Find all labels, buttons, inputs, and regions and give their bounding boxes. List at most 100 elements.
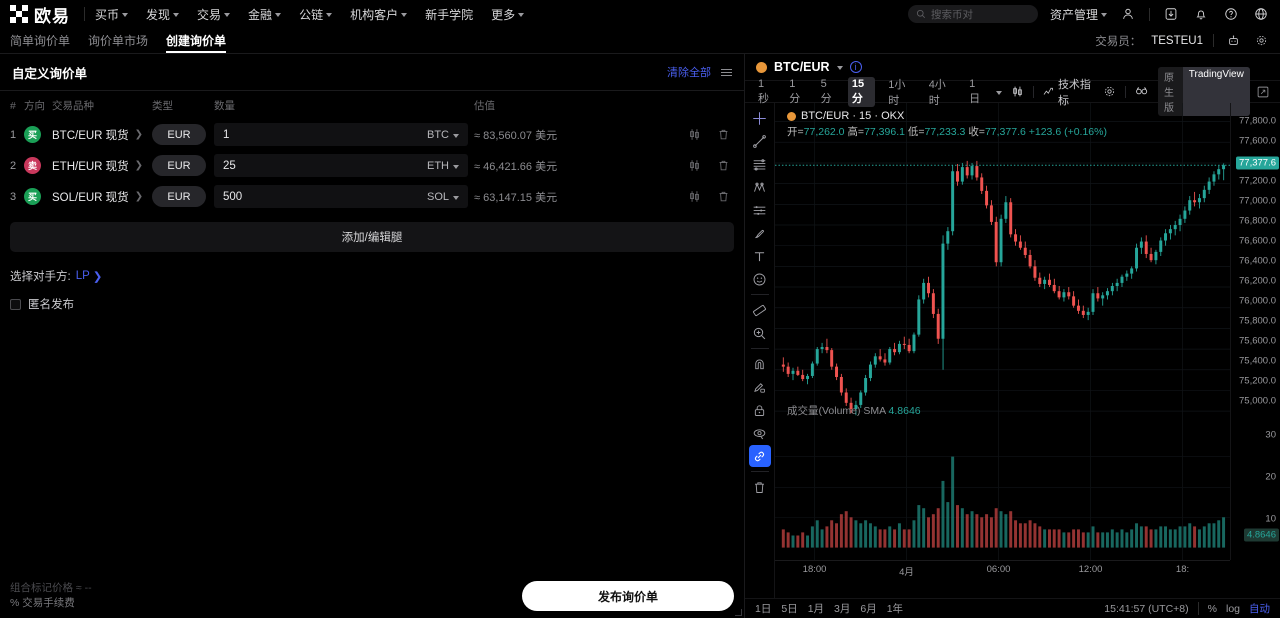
row-direction[interactable]: 卖: [24, 150, 52, 181]
timeframe-15m[interactable]: 15分: [847, 76, 876, 107]
nav-item-academy[interactable]: 新手学院: [425, 6, 473, 23]
delete-row-icon[interactable]: [717, 128, 730, 141]
brush-icon[interactable]: [749, 222, 771, 244]
timeframe-1d[interactable]: 1日: [969, 77, 981, 105]
quantity-unit-select[interactable]: SOL: [427, 191, 459, 203]
sync-drawings-link-icon[interactable]: [748, 445, 771, 467]
row-direction[interactable]: 买: [24, 119, 52, 150]
nav-item-finance[interactable]: 金融: [248, 6, 282, 23]
stay-in-drawing-mode-icon[interactable]: [749, 376, 771, 398]
quantity-unit-select[interactable]: ETH: [427, 160, 459, 172]
table-row[interactable]: 1 买 BTC/EUR 现货 ❯ EUR 1 BTC ≈ 83,560.07 美元: [0, 119, 744, 150]
emoji-icon[interactable]: [749, 268, 771, 290]
row-quantity[interactable]: 25 ETH: [214, 150, 474, 181]
publish-rfq-button[interactable]: 发布询价单: [522, 581, 734, 611]
chart-mode-toggle[interactable]: 原生版 TradingView: [1157, 67, 1250, 116]
table-row[interactable]: 2 卖 ETH/EUR 现货 ❯ EUR 25 ETH ≈ 46,421.66 美…: [0, 150, 744, 181]
range-3m[interactable]: 3月: [834, 603, 851, 615]
range-1d[interactable]: 1日: [755, 603, 772, 615]
range-5d[interactable]: 5日: [781, 603, 798, 615]
crosshair-icon[interactable]: [749, 107, 771, 129]
anonymous-checkbox[interactable]: [10, 298, 21, 310]
notifications-bell-icon[interactable]: [1192, 5, 1210, 23]
gear-icon[interactable]: [1252, 32, 1270, 50]
timeframe-1s[interactable]: 1秒: [758, 77, 769, 105]
mode-native[interactable]: 原生版: [1163, 73, 1174, 114]
tab-rfq-market[interactable]: 询价单市场: [88, 28, 148, 53]
tab-simple-rfq[interactable]: 简单询价单: [10, 28, 70, 53]
horizontal-lines-icon[interactable]: [749, 153, 771, 175]
range-1m[interactable]: 1月: [807, 603, 825, 615]
row-type[interactable]: EUR: [152, 150, 214, 181]
trend-line-icon[interactable]: [749, 130, 771, 152]
chart-type-candles-icon[interactable]: [1011, 85, 1024, 98]
snapshot-icon[interactable]: [1135, 85, 1149, 98]
candlestick-icon[interactable]: [688, 128, 701, 141]
language-globe-icon[interactable]: [1252, 5, 1270, 23]
auto-scale-button[interactable]: 自动: [1249, 603, 1270, 615]
clear-all-button[interactable]: 清除全部: [667, 67, 711, 79]
indicators-button[interactable]: 技术指标: [1043, 76, 1094, 108]
range-6m[interactable]: 6月: [860, 603, 877, 615]
candlestick-plot[interactable]: [775, 103, 1230, 560]
row-instrument[interactable]: SOL/EUR 现货 ❯: [52, 181, 152, 212]
quantity-input[interactable]: 25 ETH: [214, 154, 468, 177]
nav-item-buy-crypto[interactable]: 买币: [95, 6, 129, 23]
chart-settings-gear-icon[interactable]: [1103, 85, 1116, 98]
row-direction[interactable]: 买: [24, 181, 52, 212]
nav-item-discover[interactable]: 发现: [146, 6, 180, 23]
fullscreen-icon[interactable]: [1256, 83, 1271, 101]
nav-item-trade[interactable]: 交易: [197, 6, 231, 23]
log-scale-button[interactable]: log: [1225, 602, 1240, 615]
fib-channel-icon[interactable]: [749, 199, 771, 221]
row-quantity[interactable]: 500 SOL: [214, 181, 474, 212]
nav-item-asset-management[interactable]: 资产管理: [1050, 6, 1107, 23]
search-input[interactable]: 搜索币对: [907, 5, 1038, 23]
counterparty-select[interactable]: LP ❯: [76, 269, 103, 283]
add-edit-leg-button[interactable]: 添加/编辑腿: [10, 222, 734, 252]
direction-badge-sell[interactable]: 卖: [24, 157, 41, 174]
robot-icon[interactable]: [1224, 32, 1242, 50]
info-icon[interactable]: i: [849, 61, 862, 73]
help-icon[interactable]: [1222, 5, 1240, 23]
nav-item-institutional[interactable]: 机构客户: [350, 6, 408, 23]
quantity-input[interactable]: 1 BTC: [214, 123, 468, 146]
chevron-down-icon[interactable]: [996, 90, 1003, 95]
percent-scale-button[interactable]: %: [1207, 602, 1217, 615]
type-pill[interactable]: EUR: [152, 155, 206, 176]
candlestick-icon[interactable]: [688, 159, 701, 172]
delete-row-icon[interactable]: [717, 159, 730, 172]
zoom-in-icon[interactable]: [749, 322, 771, 344]
chart-canvas[interactable]: BTC/EUR · 15 · OKX 开=77,262.0 高=77,396.1…: [775, 103, 1280, 598]
row-quantity[interactable]: 1 BTC: [214, 119, 474, 150]
quantity-unit-select[interactable]: BTC: [427, 129, 459, 141]
hide-drawings-eye-icon[interactable]: [749, 422, 771, 444]
candlestick-icon[interactable]: [688, 190, 701, 203]
table-row[interactable]: 3 买 SOL/EUR 现货 ❯ EUR 500 SOL ≈ 63,147.15 …: [0, 181, 744, 212]
row-type[interactable]: EUR: [152, 181, 214, 212]
direction-badge-buy[interactable]: 买: [24, 126, 41, 143]
type-pill[interactable]: EUR: [152, 186, 206, 207]
resize-handle[interactable]: [735, 609, 742, 616]
timeframe-4h[interactable]: 4小时: [928, 78, 946, 107]
measure-ruler-icon[interactable]: [749, 299, 771, 321]
chevron-down-icon[interactable]: [836, 66, 843, 70]
price-axis[interactable]: 77,800.077,600.077,400.077,200.077,000.0…: [1230, 103, 1280, 560]
nav-item-chain[interactable]: 公链: [299, 6, 333, 23]
okx-logo[interactable]: 欧易: [10, 2, 70, 27]
quantity-input[interactable]: 500 SOL: [214, 185, 468, 208]
delete-row-icon[interactable]: [717, 190, 730, 203]
text-tool-icon[interactable]: [749, 245, 771, 267]
lock-drawings-icon[interactable]: [749, 399, 771, 421]
menu-icon[interactable]: [721, 68, 732, 76]
time-axis[interactable]: 18:00 4月 06:00 12:00 18:: [775, 560, 1230, 578]
nav-item-more[interactable]: 更多: [491, 6, 525, 23]
direction-badge-buy[interactable]: 买: [24, 188, 41, 205]
mode-tradingview[interactable]: TradingView: [1182, 67, 1250, 116]
anonymous-publish-row[interactable]: 匿名发布: [0, 284, 744, 312]
magnet-icon[interactable]: [749, 353, 771, 375]
row-instrument[interactable]: BTC/EUR 现货 ❯: [52, 119, 152, 150]
row-type[interactable]: EUR: [152, 119, 214, 150]
row-instrument[interactable]: ETH/EUR 现货 ❯: [52, 150, 152, 181]
pitchfork-icon[interactable]: [749, 176, 771, 198]
